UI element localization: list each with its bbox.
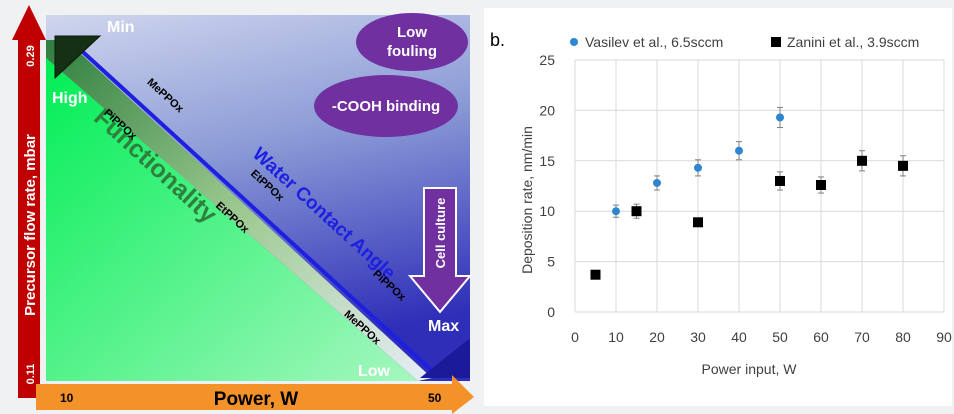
data-point-square: [898, 160, 908, 171]
panel-b-label: b.: [490, 30, 505, 50]
data-point-square: [857, 155, 867, 166]
data-point-circle: [612, 207, 620, 216]
x-tick-label: 0: [571, 329, 579, 345]
x-tick-label: 80: [895, 329, 911, 345]
x-tick-label: 20: [649, 329, 665, 345]
max-arrowhead: [420, 338, 470, 378]
deposition-rate-chart: b. Vasilev et al., 6.5sccm Zanini et al.,…: [484, 8, 952, 406]
schematic-panel: Min Max High Low Low fouling -COOH bindi…: [12, 5, 474, 414]
max-label: Max: [428, 318, 459, 335]
min-label: Min: [107, 19, 135, 36]
x-tick-label: 70: [854, 329, 870, 345]
legend-entry: Vasilev et al., 6.5sccm: [585, 34, 723, 50]
low-fouling-label-2: fouling: [387, 43, 437, 60]
data-point-circle: [653, 178, 661, 187]
x-tick-label: 30: [690, 329, 706, 345]
x-tick-left: 10: [60, 391, 74, 405]
x-tick-label: 50: [772, 329, 788, 345]
y-axis-arrow: [12, 5, 46, 398]
data-point-square: [631, 206, 642, 217]
y-axis-label: Deposition rate, nm/min: [519, 126, 535, 274]
cooh-binding-bubble: [314, 75, 458, 137]
low-fouling-label-1: Low: [397, 24, 427, 41]
x-tick-label: 60: [813, 329, 829, 345]
cell-culture-label: Cell culture: [433, 198, 448, 269]
legend-entry: Zanini et al., 3.9sccm: [787, 34, 919, 50]
data-point-square: [590, 269, 601, 280]
data-point-circle: [735, 146, 743, 155]
diagonal-band: [46, 40, 432, 381]
data-point-square: [693, 217, 703, 228]
y-tick-label: 25: [539, 52, 555, 68]
y-tick-label: 5: [547, 254, 555, 270]
legend-marker-square: [771, 37, 781, 47]
y-tick-label: 10: [539, 203, 555, 219]
x-axis-label: Power input, W: [702, 361, 798, 377]
chart-legend: Vasilev et al., 6.5sccm Zanini et al., 3.…: [570, 34, 919, 50]
x-tick-label: 40: [731, 329, 747, 345]
y-tick-label: 0: [547, 304, 555, 320]
cooh-binding-label: -COOH binding: [332, 98, 440, 115]
data-point-square: [775, 175, 785, 186]
x-axis-title: Power, W: [214, 389, 299, 410]
cell-culture-arrow: [407, 187, 473, 314]
y-tick-top: 0.29: [25, 45, 37, 66]
data-point-circle: [776, 113, 784, 122]
y-tick-bottom: 0.11: [25, 364, 37, 385]
legend-marker-circle: [570, 38, 578, 46]
y-axis-title: Precursor flow rate, mbar: [22, 134, 39, 316]
plot-area: 0 10 20 30 40 50 60 70 80 90 0 5 10 15 20 25: [539, 52, 952, 345]
high-label: High: [52, 90, 88, 107]
x-tick-label: 10: [608, 329, 624, 345]
data-point-circle: [694, 163, 702, 172]
y-tick-label: 20: [539, 102, 555, 118]
min-arrowhead: [54, 35, 102, 80]
x-axis-arrow: [36, 375, 474, 414]
x-tick-right: 50: [428, 391, 442, 405]
low-fouling-bubble: [356, 13, 468, 71]
x-tick-label: 90: [936, 329, 952, 345]
water-contact-angle-line: [70, 40, 442, 380]
y-tick-label: 15: [539, 153, 555, 169]
low-label: Low: [358, 363, 391, 380]
data-point-square: [816, 179, 826, 190]
